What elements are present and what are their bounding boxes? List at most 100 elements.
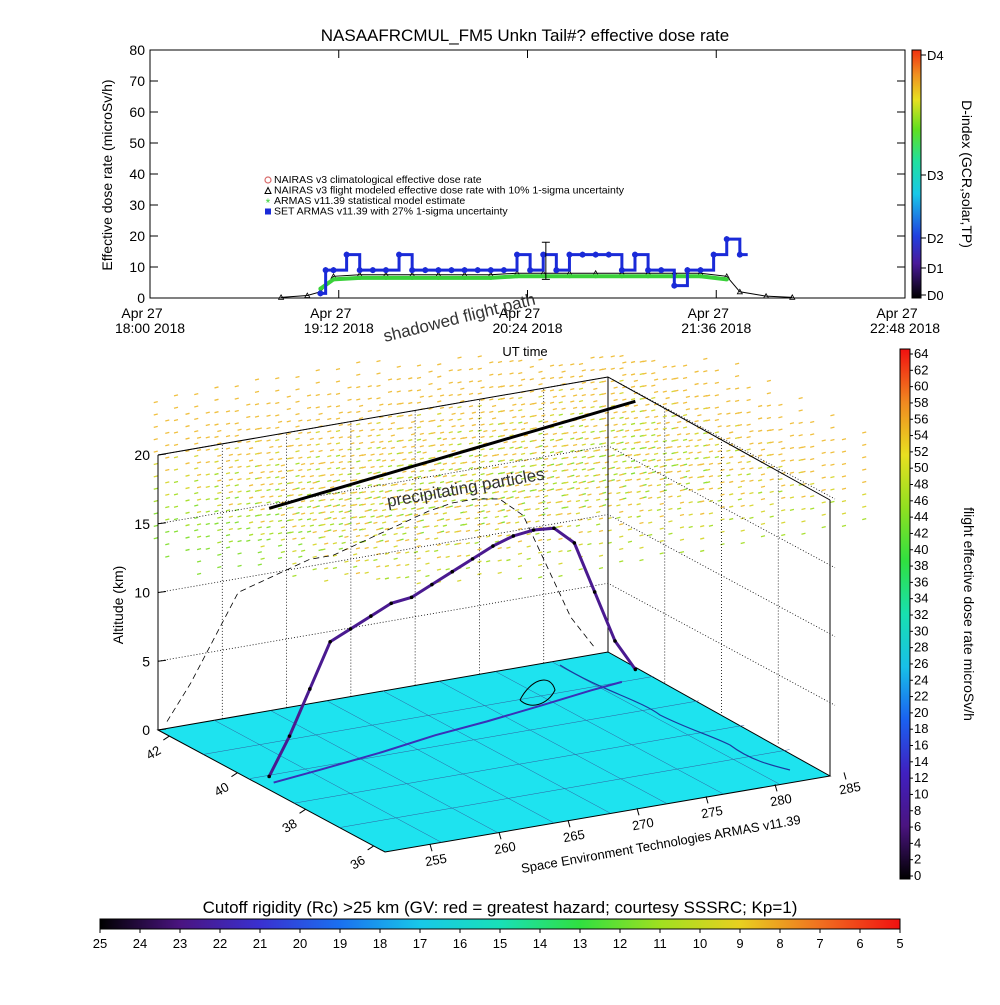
- particle-dash: [642, 434, 647, 437]
- particle-dash: [298, 506, 303, 509]
- particle-dash: [694, 382, 699, 386]
- particle-dash: [622, 373, 627, 376]
- particle-dash: [196, 448, 202, 452]
- particle-dash: [214, 510, 219, 513]
- particle-dash: [234, 422, 239, 425]
- map-meridian: [214, 720, 442, 843]
- particle-dash: [352, 528, 358, 531]
- particle-dash: [590, 406, 595, 409]
- particle-dash: [315, 418, 320, 421]
- particle-dash: [740, 467, 745, 470]
- particle-dash: [214, 522, 219, 525]
- particle-dash: [356, 435, 361, 438]
- rigidity-tick-label: 20: [293, 936, 307, 951]
- armas-model-series-line: [319, 274, 727, 291]
- particle-dash: [494, 466, 500, 469]
- particle-dash: [584, 462, 589, 465]
- particle-dash: [564, 431, 569, 435]
- particle-dash: [309, 475, 314, 478]
- particle-dash: [656, 446, 662, 450]
- particle-dash: [410, 445, 416, 448]
- set-armas-point: [645, 267, 652, 274]
- particle-dash: [486, 523, 491, 526]
- particle-dash: [781, 509, 786, 512]
- particle-dash: [529, 378, 534, 381]
- particle-dash: [367, 409, 372, 413]
- rigidity-tick-label: 10: [693, 936, 707, 951]
- particle-dash: [682, 414, 688, 417]
- particle-dash: [300, 512, 306, 515]
- particle-dash: [196, 473, 202, 476]
- particle-dash: [228, 515, 233, 518]
- particle-dash: [425, 537, 430, 540]
- particle-dash: [740, 541, 745, 545]
- particle-dash: [205, 411, 210, 414]
- particle-dash: [205, 448, 210, 451]
- particle-dash: [575, 450, 581, 453]
- particle-dash: [445, 481, 450, 484]
- particle-dash: [173, 456, 179, 459]
- particle-dash: [196, 535, 202, 538]
- particle-dash: [321, 548, 326, 551]
- particle-dash: [639, 472, 644, 475]
- particle-dash: [468, 454, 474, 457]
- map-parallel: [203, 676, 654, 755]
- particle-dash: [549, 451, 555, 454]
- particle-dash: [433, 487, 439, 491]
- particle-dash: [356, 410, 361, 413]
- particle-dash: [708, 475, 714, 478]
- particle-dash: [408, 377, 413, 380]
- rigidity-tick-label: 17: [413, 936, 427, 951]
- particle-dash: [749, 516, 754, 519]
- particle-dash: [408, 463, 413, 467]
- particle-dash: [298, 518, 303, 521]
- particle-dash: [546, 501, 552, 504]
- dose-tick-label: 32: [914, 607, 928, 622]
- particle-dash: [257, 489, 262, 492]
- particle-dash: [196, 510, 202, 514]
- armas-model-point: [567, 274, 572, 279]
- particle-dash: [740, 529, 745, 532]
- particle-dash: [656, 422, 662, 425]
- particle-dash: [688, 488, 693, 492]
- particle-dash: [260, 495, 265, 498]
- armas-model-point: [462, 275, 467, 280]
- particle-dash: [656, 496, 662, 499]
- particle-dash: [425, 500, 430, 503]
- particle-dash: [185, 536, 190, 539]
- particle-dash: [379, 490, 384, 493]
- particle-dash: [436, 531, 442, 534]
- particle-dash: [457, 393, 462, 396]
- particle-dash: [789, 471, 795, 474]
- particle-dash: [257, 514, 262, 517]
- particle-dash: [324, 542, 329, 545]
- particle-dash: [280, 538, 286, 541]
- particle-dash: [327, 417, 332, 421]
- particle-dash: [558, 413, 563, 416]
- particle-dash: [347, 423, 352, 426]
- particle-dash: [760, 510, 766, 513]
- particle-dash: [260, 483, 265, 486]
- particle-dash: [358, 441, 364, 445]
- particle-dash: [321, 536, 326, 539]
- particle-dash: [428, 382, 433, 386]
- particle-dash: [480, 386, 485, 389]
- particle-dash: [327, 492, 332, 495]
- particle-dash: [630, 447, 636, 450]
- particle-dash: [237, 502, 242, 506]
- longitude-tick-mark: [429, 844, 433, 852]
- particle-dash: [217, 442, 222, 445]
- particle-dash: [766, 404, 772, 407]
- particle-dash: [376, 446, 381, 449]
- particle-dash: [277, 445, 283, 448]
- particle-dash: [225, 484, 231, 487]
- particle-dash: [269, 445, 274, 449]
- particle-dash: [552, 482, 557, 485]
- particle-dash: [341, 541, 346, 544]
- particle-dash: [757, 442, 763, 445]
- particle-dash: [217, 454, 222, 457]
- particle-dash: [341, 516, 346, 520]
- particle-dash: [275, 451, 280, 454]
- particle-dash: [298, 493, 303, 496]
